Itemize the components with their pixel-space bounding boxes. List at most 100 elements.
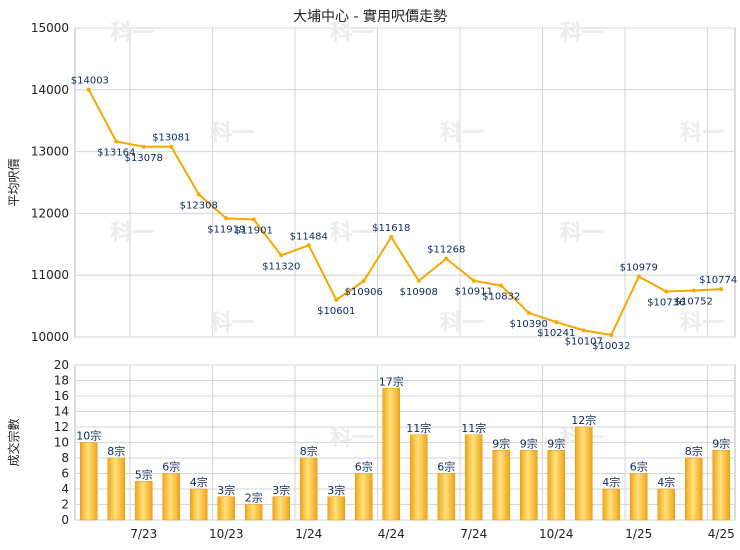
transaction-data-label: 6宗 [630,460,648,474]
x-tick-label: 4/24 [378,527,405,541]
price-data-label: $10832 [482,292,520,303]
transaction-bar [217,496,236,521]
transaction-data-label: 11宗 [461,421,486,435]
line-y-tick-label: 15000 [31,21,69,35]
line-y-tick-label: 12000 [31,206,69,220]
price-point [526,310,531,315]
price-line-series [87,89,722,337]
watermark-text: 科一 [440,121,484,146]
transaction-bar [244,504,263,521]
price-data-label: $10908 [400,287,438,298]
transaction-data-label: 17宗 [379,374,404,388]
price-data-label: $10774 [699,275,737,286]
price-point [719,287,724,292]
price-point [86,87,91,92]
transaction-bar [79,442,98,521]
price-point [224,216,229,221]
price-data-label: $10911 [455,287,493,298]
x-tick-label: 10/23 [209,527,244,541]
watermark-text: 科一 [210,311,254,336]
price-data-label: $13078 [125,153,163,164]
watermark-text: 科一 [680,121,724,146]
watermark-text: 科一 [110,21,154,46]
transaction-data-label: 9宗 [520,436,538,450]
transaction-data-label: 10宗 [76,429,101,443]
price-data-label: $10107 [565,336,603,347]
transaction-data-label: 8宗 [300,444,318,458]
price-data-label: $13164 [97,147,135,158]
line-y-tick-label: 11000 [31,268,69,282]
transaction-data-label: 3宗 [327,483,345,497]
price-data-label: $13081 [152,133,190,144]
line-y-tick-label: 13000 [31,145,69,159]
watermark-text: 科一 [680,311,724,336]
price-data-label: $11320 [262,261,300,272]
bar-y-tick-label: 8 [61,451,69,465]
price-data-label: $11618 [372,223,410,234]
transaction-bar [382,388,401,521]
watermark-text: 科一 [210,121,254,146]
x-tick-label: 1/24 [295,527,322,541]
bar-y-tick-label: 18 [54,374,69,388]
price-point [664,289,669,294]
transaction-bar [162,473,181,521]
price-data-label: $10032 [592,341,630,352]
transaction-bar [657,488,676,521]
price-data-label: $10979 [620,262,658,273]
price-point [389,235,394,240]
price-point [444,256,449,261]
bar-y-axis-title: 成交宗數 [6,418,21,466]
transaction-bar [629,473,648,521]
bar-y-tick-label: 14 [54,405,69,419]
bar-y-tick-label: 2 [61,498,69,512]
watermark-text: 科一 [330,221,374,246]
price-point [334,297,339,302]
line-y-axis-title: 平均呎價 [7,158,21,206]
price-point [169,144,174,149]
watermark-text: 科一 [330,21,374,46]
transaction-bar [519,450,538,521]
chart-title: 大埔中心 - 實用呎價走勢 [293,9,447,25]
price-data-label: $11901 [235,226,273,237]
transaction-data-label: 5宗 [135,467,153,481]
bar-y-tick-label: 6 [61,467,69,481]
transaction-data-label: 9宗 [547,436,565,450]
transaction-data-label: 6宗 [437,460,455,474]
bar-y-tick-label: 0 [61,513,69,527]
bar-y-tick-label: 10 [54,436,69,450]
transaction-data-label: 11宗 [406,421,431,435]
transaction-bar [272,496,291,521]
price-data-label: $11484 [290,231,328,242]
transaction-data-label: 8宗 [107,444,125,458]
transaction-data-label: 3宗 [272,483,290,497]
transaction-bar [464,434,483,521]
transaction-bar [684,457,703,521]
price-data-label: $11919 [207,224,245,235]
transaction-data-label: 4宗 [190,475,208,489]
bar-y-tick-label: 12 [54,420,69,434]
transaction-bar [409,434,428,521]
transaction-data-label: 6宗 [355,460,373,474]
price-point [581,328,586,333]
price-point [141,144,146,149]
x-tick-label: 10/24 [539,527,574,541]
transaction-data-label: 4宗 [602,475,620,489]
transaction-bar [437,473,456,521]
x-tick-label: 7/24 [460,527,487,541]
transaction-data-label: 12宗 [571,413,596,427]
transaction-data-label: 9宗 [712,436,730,450]
price-point [499,283,504,288]
line-y-tick-label: 10000 [31,330,69,344]
price-data-label: $10601 [317,306,355,317]
transaction-bar [299,457,318,521]
line-y-tick-label: 14000 [31,83,69,97]
price-data-label: $10736 [647,298,685,309]
transaction-bar [574,426,593,521]
price-data-label: $12308 [180,200,218,211]
price-point [636,274,641,279]
x-tick-label: 7/23 [130,527,157,541]
transaction-data-label: 2宗 [245,491,263,505]
transaction-data-label: 4宗 [657,475,675,489]
watermark-text: 科一 [560,221,604,246]
